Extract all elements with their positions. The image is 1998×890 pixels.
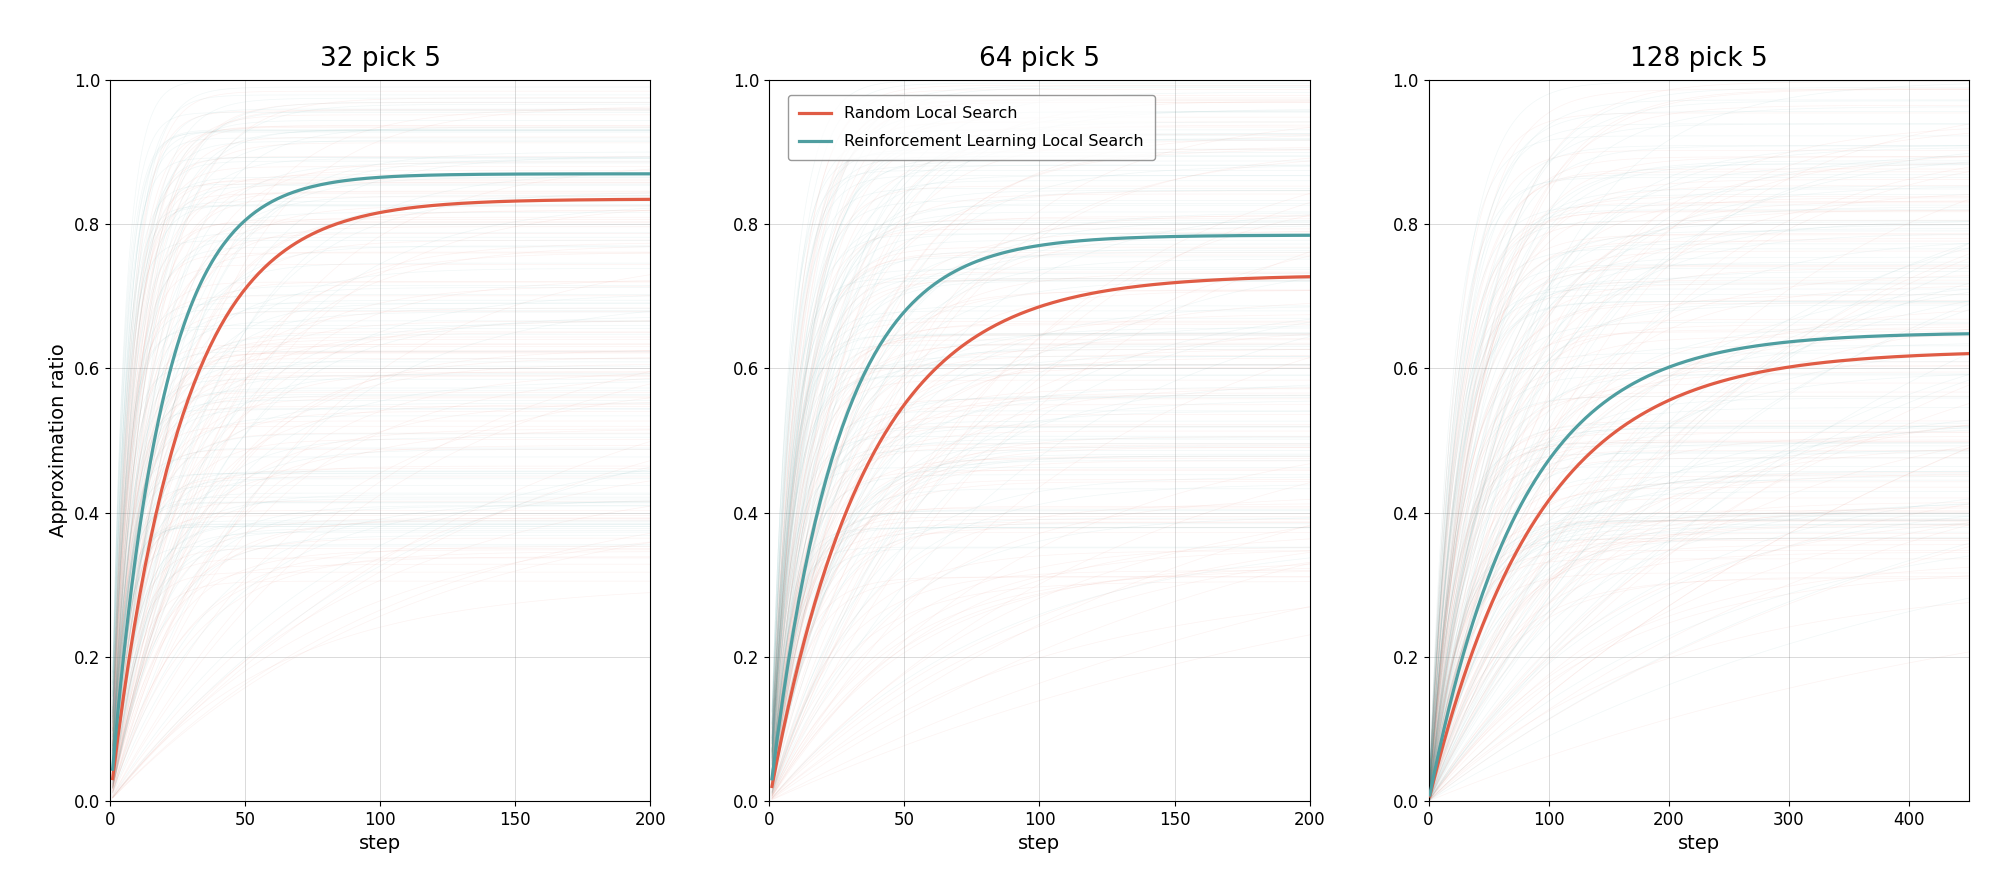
Reinforcement Learning Local Search (1297, 230, 1321, 240)
Reinforcement Learning Local Search (134, 488, 158, 498)
Random Local Search (1251, 272, 1275, 283)
Legend: Random Local Search, Reinforcement Learning Local Search: Random Local Search, Reinforcement Learn… (787, 95, 1155, 160)
Reinforcement Learning Local Search (781, 625, 805, 635)
Reinforcement Learning Local Search (611, 168, 635, 179)
Y-axis label: Approximation ratio: Approximation ratio (50, 344, 68, 538)
Reinforcement Learning Local Search (1417, 789, 1441, 800)
Reinforcement Learning Local Search (1956, 328, 1980, 339)
Reinforcement Learning Local Search (1506, 502, 1530, 513)
Line: Random Local Search: Random Local Search (1429, 353, 1968, 796)
Random Local Search (781, 678, 805, 689)
Random Local Search (1297, 271, 1321, 282)
Reinforcement Learning Local Search (1271, 230, 1295, 240)
X-axis label: step: step (1017, 834, 1061, 854)
Reinforcement Learning Local Search (1934, 328, 1958, 339)
Random Local Search (1808, 358, 1832, 368)
Line: Random Local Search: Random Local Search (771, 277, 1309, 787)
Reinforcement Learning Local Search (1477, 569, 1500, 579)
Reinforcement Learning Local Search (1808, 334, 1832, 344)
Random Local Search (122, 621, 146, 632)
Random Local Search (1271, 272, 1295, 283)
Line: Random Local Search: Random Local Search (112, 199, 649, 779)
Random Local Search (244, 271, 268, 282)
Line: Reinforcement Learning Local Search: Reinforcement Learning Local Search (1429, 334, 1968, 795)
Line: Reinforcement Learning Local Search: Reinforcement Learning Local Search (112, 174, 649, 769)
X-axis label: step: step (360, 834, 402, 854)
Random Local Search (791, 635, 815, 646)
Random Local Search (611, 194, 635, 205)
Random Local Search (591, 194, 615, 205)
Reinforcement Learning Local Search (791, 566, 815, 577)
Title: 32 pick 5: 32 pick 5 (320, 46, 440, 72)
Random Local Search (859, 451, 883, 462)
Random Local Search (903, 385, 927, 396)
Reinforcement Learning Local Search (1251, 231, 1275, 241)
Reinforcement Learning Local Search (903, 295, 927, 305)
Reinforcement Learning Local Search (1720, 344, 1744, 355)
Reinforcement Learning Local Search (122, 562, 146, 572)
Reinforcement Learning Local Search (591, 168, 615, 179)
Random Local Search (1948, 349, 1972, 360)
Title: 128 pick 5: 128 pick 5 (1628, 46, 1766, 72)
Line: Reinforcement Learning Local Search: Reinforcement Learning Local Search (771, 235, 1309, 779)
Random Local Search (1417, 790, 1441, 801)
Reinforcement Learning Local Search (100, 764, 124, 774)
Reinforcement Learning Local Search (637, 168, 661, 179)
Random Local Search (1506, 540, 1530, 551)
Reinforcement Learning Local Search (859, 353, 883, 364)
Reinforcement Learning Local Search (1948, 328, 1972, 339)
Random Local Search (759, 781, 783, 792)
Reinforcement Learning Local Search (244, 206, 268, 217)
Random Local Search (637, 194, 661, 205)
Random Local Search (1720, 373, 1744, 384)
Random Local Search (134, 561, 158, 571)
Reinforcement Learning Local Search (200, 255, 224, 266)
Reinforcement Learning Local Search (759, 773, 783, 784)
Random Local Search (200, 336, 224, 346)
Title: 64 pick 5: 64 pick 5 (979, 46, 1099, 72)
X-axis label: step: step (1676, 834, 1718, 854)
Random Local Search (1934, 349, 1958, 360)
Random Local Search (100, 773, 124, 784)
Random Local Search (1956, 348, 1980, 359)
Random Local Search (1477, 603, 1500, 613)
